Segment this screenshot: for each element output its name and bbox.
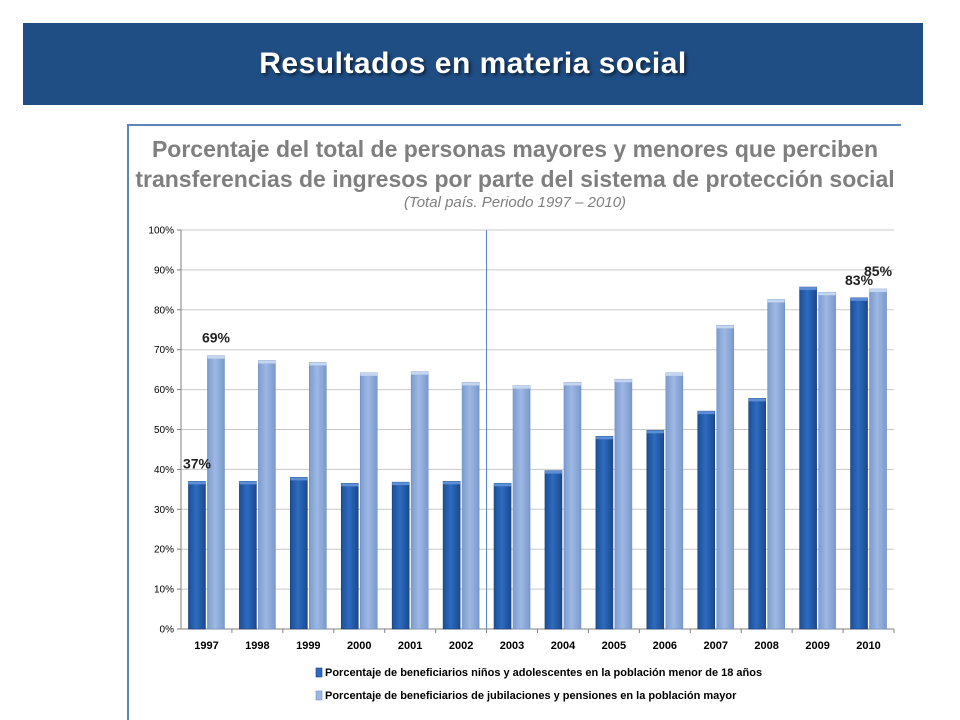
bar-mayores-1997	[207, 355, 225, 630]
data-label: 37%	[183, 455, 212, 471]
bar-mayores-2009	[818, 291, 836, 630]
bar-ninos-2010	[850, 297, 868, 630]
bar-mayores-2000	[359, 372, 378, 630]
bar-cap	[207, 355, 225, 359]
x-tick-label: 2004	[551, 640, 576, 652]
slide-title: Resultados en materia social	[259, 47, 687, 80]
bar-cap	[392, 482, 410, 486]
y-tick-label: 100%	[148, 226, 174, 237]
bar-ninos-1999	[290, 477, 308, 630]
x-tick-label: 2000	[347, 640, 371, 652]
bar-mayores-2008	[767, 299, 785, 630]
y-tick-label: 50%	[154, 425, 174, 436]
legend-label: Porcentaje de beneficiarios de jubilacio…	[325, 690, 737, 702]
bar-cap	[494, 483, 512, 487]
bar-cap	[258, 360, 276, 364]
bar-cap	[544, 470, 562, 474]
bar-cap	[462, 382, 480, 386]
data-label: 85%	[864, 263, 893, 279]
bar-cap	[716, 325, 734, 329]
bar-cap	[563, 382, 581, 386]
bar-mayores-1999	[309, 362, 327, 630]
bar-ninos-1997	[188, 481, 206, 630]
chart-title-line2: transferencias de ingresos por parte del…	[135, 166, 895, 192]
bar-cap	[239, 481, 257, 485]
x-tick-label: 1997	[194, 640, 218, 652]
bar-mayores-2005	[614, 378, 633, 630]
bar-cap	[341, 483, 359, 487]
bar-mayores-2007	[716, 325, 735, 630]
bar-ninos-2004	[544, 470, 563, 630]
bar-cap	[869, 289, 887, 293]
bar-mayores-2002	[461, 382, 480, 630]
bar-cap	[665, 372, 683, 376]
y-tick-label: 0%	[160, 625, 175, 636]
y-tick-label: 30%	[154, 505, 174, 516]
y-tick-label: 40%	[154, 465, 174, 476]
bar-mayores-2010	[869, 288, 887, 630]
slide-title-banner: Resultados en materia social	[23, 23, 923, 105]
bar-cap	[748, 398, 766, 402]
x-tick-label: 2003	[500, 640, 524, 652]
legend-label: Porcentaje de beneficiarios niños y adol…	[325, 667, 762, 679]
data-label: 69%	[202, 330, 231, 346]
bar-ninos-2003	[493, 483, 512, 630]
bar-ninos-2009	[799, 286, 817, 630]
bar-cap	[799, 287, 817, 291]
bar-cap	[595, 436, 613, 440]
bar-ninos-2005	[595, 435, 614, 630]
y-tick-label: 60%	[154, 385, 174, 396]
x-tick-label: 2010	[856, 640, 880, 652]
x-tick-label: 2008	[754, 640, 778, 652]
x-tick-label: 2007	[704, 640, 728, 652]
bar-ninos-2006	[646, 429, 665, 630]
bar-cap	[443, 481, 461, 485]
y-tick-label: 70%	[154, 345, 174, 356]
x-tick-label: 1998	[245, 640, 269, 652]
bar-cap	[818, 292, 836, 296]
bar-mayores-2001	[410, 371, 429, 630]
bar-ninos-2002	[442, 481, 461, 630]
bar-ninos-1998	[239, 481, 257, 630]
y-tick-label: 20%	[154, 545, 174, 556]
bar-ninos-2008	[748, 398, 766, 630]
bar-ninos-2000	[340, 483, 359, 630]
bar-cap	[188, 481, 206, 485]
chart-title-line1: Porcentaje del total de personas mayores…	[151, 136, 879, 162]
chart-subtitle: (Total país. Periodo 1997 – 2010)	[403, 194, 627, 211]
legend-swatch	[315, 690, 323, 701]
legend-swatch	[315, 667, 323, 678]
bar-cap	[850, 297, 868, 301]
bar-cap	[697, 411, 715, 415]
bar-mayores-2003	[512, 385, 531, 630]
x-tick-label: 2005	[602, 640, 626, 652]
bar-cap	[309, 362, 327, 366]
bar-mayores-1998	[258, 360, 276, 630]
bar-ninos-2001	[391, 481, 410, 630]
bar-mayores-2006	[665, 372, 684, 630]
bar-ninos-2007	[697, 410, 716, 630]
bar-cap	[646, 430, 664, 434]
bar-mayores-2004	[563, 382, 582, 630]
data-label: 83%	[845, 272, 874, 288]
bar-cap	[513, 385, 531, 389]
y-tick-label: 80%	[154, 305, 174, 316]
x-tick-label: 1999	[296, 640, 320, 652]
y-tick-label: 10%	[154, 585, 174, 596]
bar-cap	[411, 371, 429, 375]
bar-cap	[614, 379, 632, 383]
bar-cap	[767, 299, 785, 303]
bar-cap	[290, 477, 308, 481]
bar-cap	[360, 372, 378, 376]
x-tick-label: 2001	[398, 640, 422, 652]
x-tick-label: 2006	[653, 640, 677, 652]
x-tick-label: 2002	[449, 640, 473, 652]
y-tick-label: 90%	[154, 265, 174, 276]
x-tick-label: 2009	[805, 640, 829, 652]
